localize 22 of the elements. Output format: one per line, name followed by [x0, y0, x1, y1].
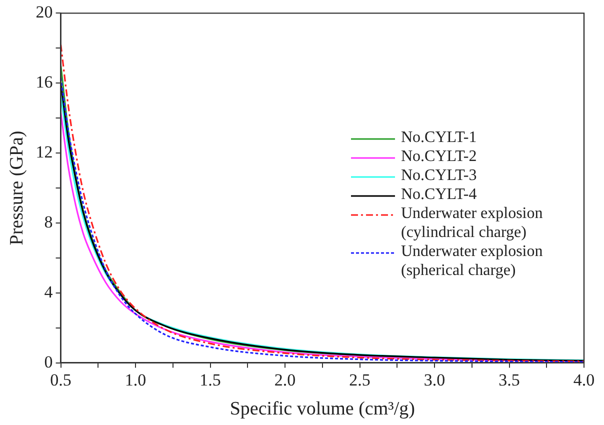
y-tick-label: 0 — [44, 352, 53, 372]
x-tick-label: 3.5 — [498, 370, 520, 390]
x-axis-title: Specific volume (cm³/g) — [230, 398, 415, 420]
legend-label: Underwater explosion (cylindrical charge) — [401, 204, 544, 242]
legend-label: Underwater explosion (spherical charge) — [401, 242, 544, 280]
x-tick-label: 2.5 — [349, 370, 370, 390]
text: 1.0 — [124, 370, 146, 390]
y-tick-label: 4 — [44, 282, 54, 302]
legend-label: No.CYLT-1 — [401, 128, 478, 147]
legend-label: No.CYLT-2 — [401, 147, 478, 166]
text: 2.0 — [274, 370, 296, 390]
y-tick-label: 8 — [44, 212, 53, 232]
y-tick-label: 16 — [36, 72, 53, 92]
y-axis-title: Pressure (GPa) — [6, 130, 28, 246]
text: 4.0 — [573, 370, 595, 390]
y-tick-label: 20 — [36, 2, 53, 22]
y-tick-label: 12 — [36, 142, 53, 162]
legend-label: No.CYLT-3 — [401, 166, 478, 185]
x-tick-label: 0.5 — [50, 370, 72, 390]
text: 3.0 — [424, 370, 446, 390]
legend-label: No.CYLT-4 — [401, 185, 478, 204]
x-tick-label: 1.5 — [200, 370, 221, 390]
